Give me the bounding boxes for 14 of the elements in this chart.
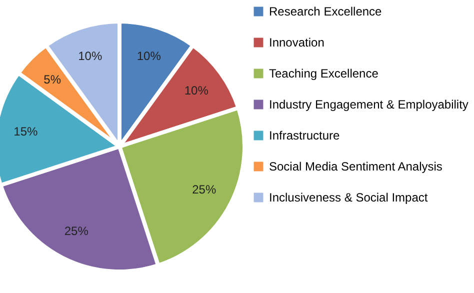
data-label: 5%: [44, 72, 62, 86]
data-label: 10%: [136, 49, 162, 64]
legend-label: Industry Engagement & Employability: [269, 98, 468, 112]
data-label: 25%: [192, 182, 216, 197]
legend-label: Infrastructure: [269, 128, 340, 142]
data-label: 10%: [78, 49, 102, 64]
legend-label: Social Media Sentiment Analysis: [269, 160, 442, 174]
legend-label: Innovation: [269, 36, 324, 50]
data-label: 25%: [64, 224, 89, 238]
legend-label: Inclusiveness & Social Impact: [269, 190, 428, 204]
legend-label: Teaching Excellence: [269, 66, 379, 80]
legend-label: Research Excellence: [269, 4, 382, 18]
data-label: 10%: [184, 84, 209, 98]
data-label: 15%: [14, 124, 38, 139]
